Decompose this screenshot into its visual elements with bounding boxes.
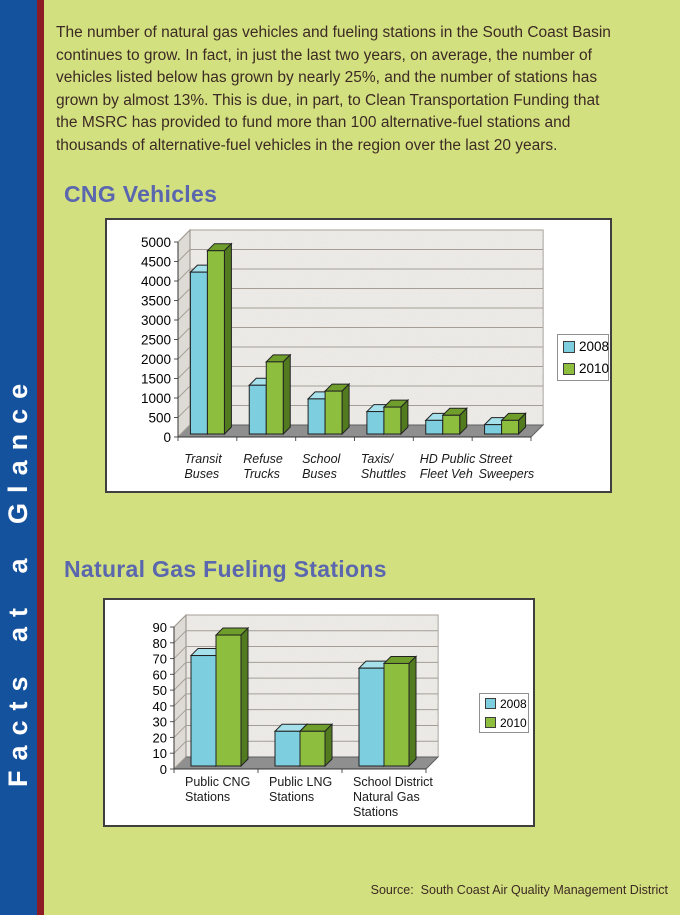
svg-text:School District: School District — [353, 775, 433, 789]
cng-vehicles-bar-chart: 0 500 1000 1500 2000 2500 3000 3500 4000 4500 5000… — [141, 228, 545, 481]
svg-text:Refuse: Refuse — [243, 452, 283, 466]
sidebar-vertical-title: Facts at a Glance — [3, 373, 33, 787]
legend-item-2010: 2010 — [485, 716, 527, 730]
cng-vehicles-chart-panel: 0 500 1000 1500 2000 2500 3000 3500 4000 4500 5000… — [105, 218, 612, 493]
chart2-title: Natural Gas Fueling Stations — [64, 556, 387, 582]
svg-text:Fleet Veh: Fleet Veh — [420, 467, 473, 481]
svg-text:Sweepers: Sweepers — [479, 467, 535, 481]
intro-paragraph: The number of natural gas vehicles and f… — [56, 24, 611, 154]
svg-text:60: 60 — [153, 667, 167, 682]
svg-text:0: 0 — [163, 430, 171, 445]
legend-label-2008: 2008 — [500, 696, 527, 711]
svg-text:50: 50 — [153, 683, 167, 698]
svg-text:20: 20 — [153, 730, 167, 745]
legend-swatch-2008 — [563, 340, 575, 353]
svg-text:3000: 3000 — [141, 313, 171, 328]
svg-text:1000: 1000 — [141, 391, 171, 406]
source-note: Source: South Coast Air Quality Manageme… — [370, 883, 668, 897]
svg-text:1500: 1500 — [141, 372, 171, 387]
svg-text:Street: Street — [479, 452, 513, 466]
svg-text:90: 90 — [153, 620, 167, 635]
svg-text:Shuttles: Shuttles — [361, 467, 406, 481]
svg-text:80: 80 — [153, 636, 167, 651]
svg-text:Natural Gas: Natural Gas — [353, 790, 420, 804]
svg-text:Transit: Transit — [184, 452, 222, 466]
chart1-title: CNG Vehicles — [64, 181, 218, 207]
chart2-legend: 2008 2010 — [479, 693, 529, 733]
legend-swatch-2010 — [485, 717, 496, 728]
legend-label-2008: 2008 — [579, 339, 610, 354]
legend-swatch-2010 — [563, 362, 575, 375]
svg-text:HD Public: HD Public — [420, 452, 476, 466]
svg-text:Buses: Buses — [184, 467, 219, 481]
svg-text:Stations: Stations — [185, 790, 230, 804]
svg-text:Stations: Stations — [353, 805, 398, 819]
svg-text:3500: 3500 — [141, 294, 171, 309]
svg-text:10: 10 — [153, 746, 167, 761]
svg-text:2500: 2500 — [141, 333, 171, 348]
svg-text:4000: 4000 — [141, 274, 171, 289]
legend-item-2008: 2008 — [485, 697, 527, 711]
svg-text:Stations: Stations — [269, 790, 314, 804]
svg-text:Public CNG: Public CNG — [185, 775, 250, 789]
svg-text:500: 500 — [148, 411, 171, 426]
legend-swatch-2008 — [485, 698, 496, 709]
sidebar-stripe: Facts at a Glance — [0, 0, 37, 915]
svg-text:Public LNG: Public LNG — [269, 775, 332, 789]
legend-item-2010: 2010 — [563, 361, 609, 376]
legend-label-2010: 2010 — [579, 361, 610, 376]
svg-text:5000: 5000 — [141, 235, 171, 250]
svg-text:30: 30 — [153, 715, 167, 730]
svg-text:0: 0 — [160, 762, 167, 777]
chart1-legend: 2008 2010 — [557, 334, 609, 381]
fueling-stations-chart-panel: 0 10 20 30 40 50 60 70 80 90 Public CNG Stations Pub… — [103, 598, 535, 827]
svg-text:School: School — [302, 452, 341, 466]
legend-item-2008: 2008 — [563, 339, 609, 354]
svg-text:70: 70 — [153, 652, 167, 667]
svg-text:Taxis/: Taxis/ — [361, 452, 395, 466]
svg-text:4500: 4500 — [141, 255, 171, 270]
svg-text:Buses: Buses — [302, 467, 337, 481]
svg-text:Trucks: Trucks — [243, 467, 280, 481]
svg-text:2000: 2000 — [141, 352, 171, 367]
accent-stripe — [37, 0, 44, 915]
legend-label-2010: 2010 — [500, 715, 527, 730]
svg-text:40: 40 — [153, 699, 167, 714]
